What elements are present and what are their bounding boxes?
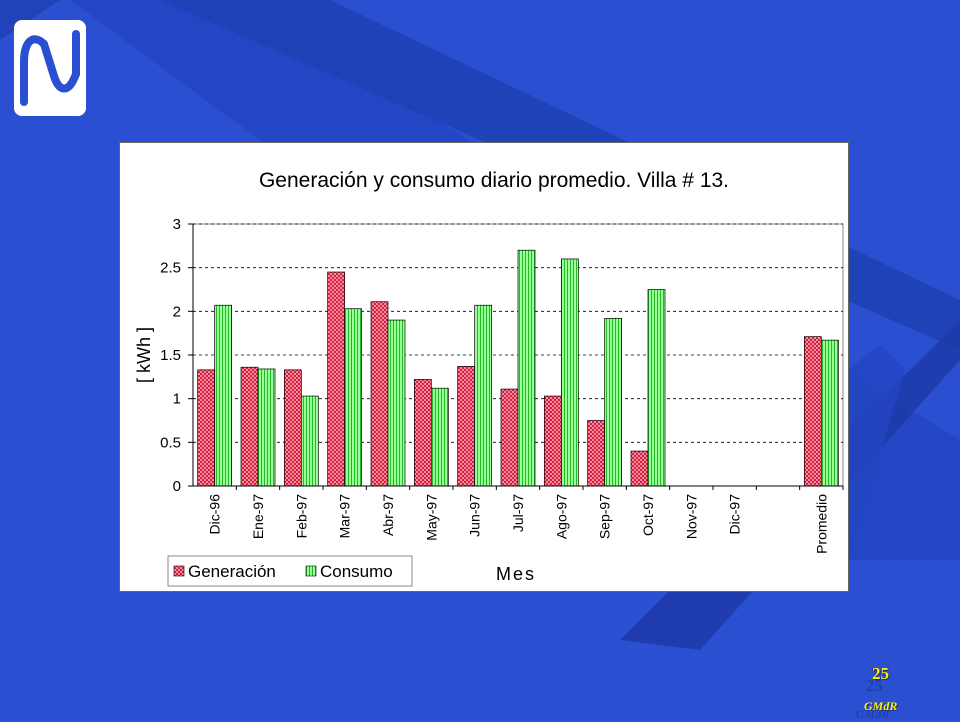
bars [197, 249, 839, 487]
chart-title: Generación y consumo diario promedio. Vi… [259, 169, 729, 192]
bar-generacion [543, 395, 562, 487]
x-tick-label: Feb-97 [293, 494, 309, 539]
y-axis-label: [ kWh ] [134, 327, 154, 383]
y-tick-label: 3 [173, 216, 181, 233]
bar-generacion [327, 271, 346, 487]
bar-consumo [214, 304, 233, 487]
x-tick-label: Abr-97 [380, 494, 396, 536]
legend-box [167, 555, 413, 587]
y-tick-label: 2 [173, 303, 181, 320]
x-tick-label: Ene-97 [250, 494, 266, 539]
x-tick-label: Promedio [813, 494, 829, 554]
slide-number: 25 [872, 664, 889, 683]
legend-swatch-consumo [305, 565, 317, 577]
x-tick-label: Mar-97 [337, 494, 353, 539]
bar-consumo [430, 387, 449, 487]
x-tick-label: Dic-96 [207, 494, 223, 535]
bar-consumo [820, 339, 839, 487]
legend-label-generacion: Generación [188, 562, 276, 581]
bar-generacion [283, 369, 302, 487]
bar-consumo [300, 395, 319, 487]
legend-label-consumo: Consumo [320, 562, 393, 581]
bar-generacion [500, 388, 519, 487]
bar-consumo [604, 317, 623, 487]
x-tick-label: Jun-97 [467, 494, 483, 537]
y-tick-label: 0.5 [160, 434, 181, 451]
bar-generacion [457, 366, 476, 487]
legend-swatch-generacion [173, 565, 185, 577]
x-tick-label: Sep-97 [597, 494, 613, 539]
brand-shadow: GMdR [856, 707, 890, 721]
bar-generacion [370, 301, 389, 487]
y-tick-label: 1.5 [160, 347, 181, 364]
wave-logo-icon [14, 20, 86, 116]
bar-generacion [240, 366, 259, 487]
bar-generacion [413, 379, 432, 487]
bar-consumo [387, 319, 406, 487]
x-tick-label: Nov-97 [683, 494, 699, 539]
x-axis-label: Mes [496, 564, 536, 584]
bar-consumo [257, 368, 276, 487]
bar-consumo [517, 249, 536, 487]
y-tick-label: 2.5 [160, 260, 181, 277]
chart-panel: Generación y consumo diario promedio. Vi… [119, 142, 849, 592]
x-tick-label: Oct-97 [640, 494, 656, 536]
x-tick-label: Dic-97 [727, 494, 743, 535]
bar-consumo [560, 258, 579, 487]
chart-legend: Generación Consumo [167, 555, 413, 587]
x-tick-label: Jul-97 [510, 494, 526, 532]
bar-consumo [344, 308, 363, 487]
y-axis-ticks: 0 0.5 1 1.5 2 2.5 3 [160, 216, 193, 495]
bar-generacion [587, 420, 606, 487]
bar-consumo [474, 304, 493, 487]
bar-generacion [803, 336, 822, 487]
x-tick-label: Ago-97 [553, 494, 569, 539]
x-axis-ticks: Dic-96 Ene-97 Feb-97 Mar-97 Abr-97 May-97 Jun-… [207, 486, 844, 554]
bar-chart: Generación y consumo diario promedio. Vi… [134, 169, 844, 587]
y-tick-label: 1 [173, 391, 181, 408]
bar-consumo [647, 289, 666, 487]
brand-label: GMdR [864, 699, 898, 713]
x-tick-label: May-97 [423, 494, 439, 541]
slide-number-shadow: 25 [866, 676, 883, 695]
bar-generacion [630, 450, 649, 487]
y-tick-label: 0 [173, 478, 181, 495]
bar-generacion [197, 369, 216, 487]
